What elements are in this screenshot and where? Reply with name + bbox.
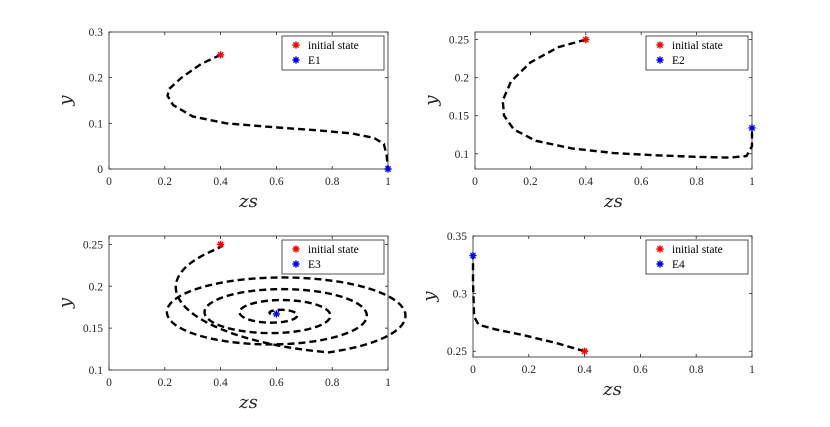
y-tick-label: 0.25 bbox=[83, 239, 103, 251]
x-tick-label: 0.4 bbox=[579, 176, 594, 188]
legend-marker bbox=[656, 41, 664, 49]
y-tick-label: 0.25 bbox=[447, 346, 467, 358]
legend-label: initial state bbox=[308, 244, 359, 256]
y-tick-label: 0.2 bbox=[89, 73, 104, 85]
e2-marker bbox=[748, 124, 756, 132]
trajectory-line bbox=[166, 53, 390, 170]
legend-marker bbox=[292, 41, 300, 49]
x-tick-label: 0.8 bbox=[325, 377, 340, 389]
subplot-1: 0 0.2 0.4 0.6 0.8 1 0 0.1 0.2 0.3 zs y initial state… bbox=[55, 27, 392, 212]
x-tick-label: 0 bbox=[106, 377, 112, 389]
legend: initial state E4 bbox=[645, 239, 749, 275]
legend-box bbox=[281, 239, 385, 275]
x-tick-label: 1 bbox=[385, 377, 391, 389]
e1-marker bbox=[384, 165, 392, 173]
x-axis-label: zs bbox=[238, 191, 258, 212]
x-tick-label: 0.8 bbox=[325, 176, 340, 188]
legend-label: E1 bbox=[308, 55, 321, 67]
legend: initial state E3 bbox=[281, 239, 385, 275]
legend-marker bbox=[656, 260, 664, 268]
y-tick-label: 0.1 bbox=[89, 365, 104, 377]
legend-marker bbox=[292, 56, 300, 64]
legend-marker bbox=[656, 56, 664, 64]
e3-marker bbox=[272, 310, 280, 318]
subplot-4: 0 0.2 0.4 0.6 0.8 1 0.25 0.3 0.35 zs y initial stat… bbox=[419, 231, 755, 400]
x-tick-label: 0.6 bbox=[269, 176, 284, 188]
y-tick-label: 0.35 bbox=[447, 231, 467, 243]
y-tick-label: 0.25 bbox=[449, 35, 469, 47]
x-tick-label: 0 bbox=[470, 364, 476, 376]
y-axis-label: y bbox=[55, 95, 76, 107]
x-tick-label: 0.2 bbox=[522, 364, 537, 376]
x-tick-label: 0.4 bbox=[213, 176, 228, 188]
trajectory-line bbox=[471, 255, 585, 353]
x-tick-label: 0 bbox=[106, 176, 112, 188]
y-tick-label: 0.1 bbox=[455, 149, 470, 161]
trajectory-line bbox=[501, 38, 754, 159]
y-tick-label: 0.15 bbox=[83, 323, 103, 335]
x-tick-label: 1 bbox=[749, 364, 755, 376]
subplot-3: 0 0.2 0.4 0.6 0.8 1 0.1 0.15 0.2 0.25 zs y initial s… bbox=[55, 235, 407, 413]
x-tick-label: 0.2 bbox=[158, 176, 173, 188]
legend-label: initial state bbox=[672, 244, 723, 256]
legend-box bbox=[645, 35, 749, 71]
legend-box bbox=[645, 239, 749, 275]
legend: initial state E2 bbox=[645, 35, 749, 71]
initial-state-marker bbox=[217, 51, 225, 59]
y-tick-label: 0.15 bbox=[449, 111, 469, 123]
initial-state-marker bbox=[582, 36, 590, 44]
y-axis-label: y bbox=[421, 95, 442, 107]
y-tick-label: 0.2 bbox=[455, 73, 470, 85]
legend-label: initial state bbox=[672, 40, 723, 52]
y-tick-label: 0 bbox=[97, 164, 103, 176]
y-tick-label: 0.3 bbox=[453, 289, 468, 301]
x-tick-label: 0 bbox=[472, 176, 478, 188]
x-tick-label: 0.6 bbox=[269, 377, 284, 389]
legend-marker bbox=[292, 245, 300, 253]
x-tick-label: 0.4 bbox=[577, 364, 592, 376]
legend-label: initial state bbox=[308, 40, 359, 52]
x-tick-label: 0.4 bbox=[213, 377, 228, 389]
x-tick-label: 0.8 bbox=[689, 176, 704, 188]
x-tick-label: 0.2 bbox=[158, 377, 173, 389]
x-axis-label: zs bbox=[602, 379, 622, 400]
initial-state-marker bbox=[217, 240, 225, 248]
x-axis-label: zs bbox=[603, 191, 623, 212]
y-tick-label: 0.3 bbox=[89, 27, 104, 39]
x-tick-label: 0.8 bbox=[689, 364, 704, 376]
x-tick-label: 0.6 bbox=[633, 364, 648, 376]
legend-label: E4 bbox=[672, 259, 685, 271]
trajectory-line bbox=[165, 243, 407, 354]
x-tick-label: 0.6 bbox=[634, 176, 649, 188]
x-tick-label: 1 bbox=[749, 176, 755, 188]
legend-label: E2 bbox=[672, 55, 685, 67]
legend-label: E3 bbox=[308, 259, 321, 271]
x-axis-label: zs bbox=[238, 392, 258, 413]
legend-marker bbox=[656, 245, 664, 253]
y-tick-label: 0.1 bbox=[89, 118, 104, 130]
initial-state-marker bbox=[581, 347, 589, 355]
legend: initial state E1 bbox=[281, 35, 385, 71]
e4-marker bbox=[469, 251, 477, 260]
legend-marker bbox=[292, 260, 300, 268]
y-axis-label: y bbox=[419, 291, 440, 303]
x-tick-label: 0.2 bbox=[523, 176, 538, 188]
y-tick-label: 0.2 bbox=[89, 281, 104, 293]
legend-box bbox=[281, 35, 385, 71]
x-tick-label: 1 bbox=[385, 176, 391, 188]
subplot-2: 0 0.2 0.4 0.6 0.8 1 0.1 0.15 0.2 0.25 zs y initial s… bbox=[421, 31, 756, 212]
y-axis-label: y bbox=[55, 297, 76, 309]
